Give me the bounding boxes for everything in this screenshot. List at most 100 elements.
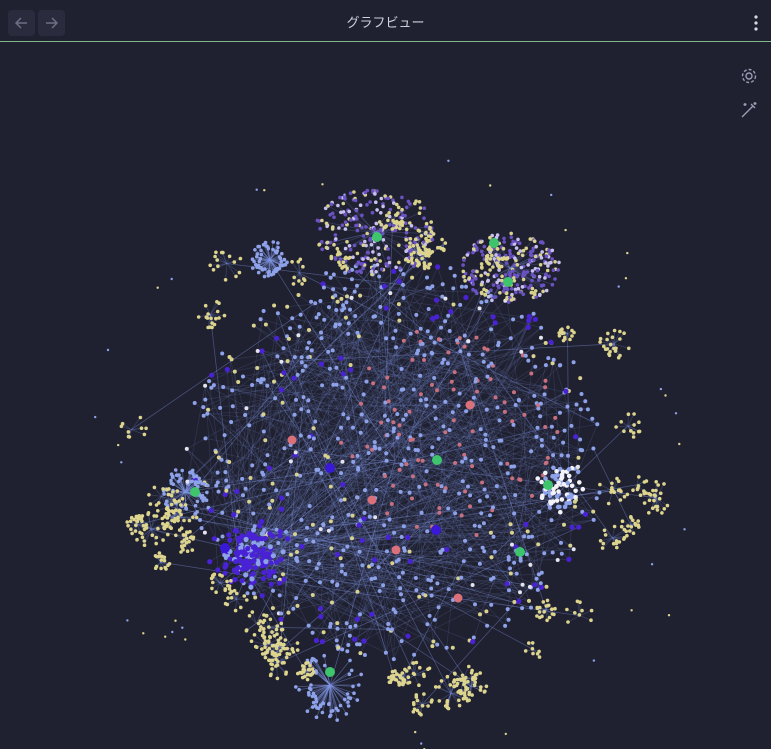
node — [384, 458, 389, 463]
node — [642, 501, 647, 505]
animate-button[interactable] — [739, 100, 759, 120]
node — [258, 256, 263, 261]
node — [354, 208, 359, 213]
node — [523, 353, 528, 358]
edge — [398, 524, 526, 578]
edge — [388, 400, 549, 459]
node — [255, 188, 258, 191]
node — [502, 495, 507, 500]
edge — [346, 302, 476, 605]
more-options-button[interactable] — [750, 14, 762, 32]
edge — [409, 295, 492, 438]
node — [344, 621, 349, 626]
node — [236, 380, 241, 384]
node — [222, 433, 227, 438]
node — [615, 476, 619, 481]
node — [157, 501, 161, 505]
node — [274, 250, 279, 255]
node — [261, 487, 266, 492]
edge — [186, 448, 254, 514]
edge — [363, 264, 444, 550]
node — [414, 588, 419, 593]
node — [398, 489, 403, 494]
node — [262, 535, 268, 541]
edge — [337, 438, 506, 627]
node — [197, 476, 201, 481]
node — [404, 227, 409, 232]
edge — [344, 341, 421, 500]
node — [492, 295, 497, 299]
node — [180, 468, 184, 473]
node — [583, 399, 588, 404]
node — [361, 257, 365, 261]
node — [235, 565, 241, 571]
node — [617, 540, 622, 544]
edge — [265, 538, 487, 612]
node — [290, 316, 295, 321]
node — [427, 666, 432, 671]
node — [467, 664, 471, 669]
node — [259, 248, 263, 253]
edge — [567, 406, 572, 426]
node — [270, 553, 276, 559]
node — [544, 272, 548, 276]
edge — [483, 329, 492, 362]
edge — [450, 311, 575, 470]
edge — [391, 552, 553, 630]
highlight-node — [220, 543, 230, 553]
node — [407, 409, 412, 414]
node — [345, 544, 350, 549]
node — [351, 684, 355, 689]
node — [404, 244, 409, 248]
node — [285, 651, 290, 656]
node — [248, 476, 253, 480]
back-button[interactable] — [8, 10, 35, 36]
edge — [316, 362, 443, 641]
edge — [243, 457, 466, 584]
node — [543, 470, 548, 476]
node — [323, 206, 328, 211]
edge — [322, 415, 386, 525]
node — [294, 543, 299, 548]
graph-settings-button[interactable] — [739, 66, 759, 86]
node — [195, 510, 199, 514]
edge — [423, 359, 484, 363]
edge — [272, 483, 392, 631]
forward-button[interactable] — [38, 10, 65, 36]
node — [275, 354, 280, 359]
node — [616, 479, 621, 484]
node — [474, 533, 479, 537]
node — [477, 524, 482, 529]
node — [230, 388, 235, 393]
node — [553, 260, 557, 264]
node — [193, 482, 198, 487]
node — [485, 374, 490, 379]
node — [412, 264, 416, 268]
node — [170, 277, 173, 281]
edge — [329, 684, 349, 699]
node — [142, 539, 147, 543]
node — [138, 415, 143, 420]
node — [208, 507, 214, 514]
edge — [295, 434, 387, 560]
node — [543, 461, 548, 466]
node — [330, 348, 335, 353]
node — [420, 742, 423, 745]
node — [310, 522, 315, 527]
node — [560, 469, 566, 475]
node — [231, 512, 237, 518]
node — [417, 211, 422, 215]
edge — [363, 512, 422, 642]
node — [547, 248, 551, 252]
node — [328, 275, 333, 280]
node — [305, 677, 310, 682]
node — [473, 379, 478, 384]
node — [558, 410, 562, 415]
node — [351, 459, 356, 464]
node — [222, 570, 228, 576]
node — [418, 433, 423, 438]
node — [548, 499, 553, 505]
node — [538, 584, 545, 591]
node — [470, 429, 475, 434]
edge — [352, 316, 438, 463]
